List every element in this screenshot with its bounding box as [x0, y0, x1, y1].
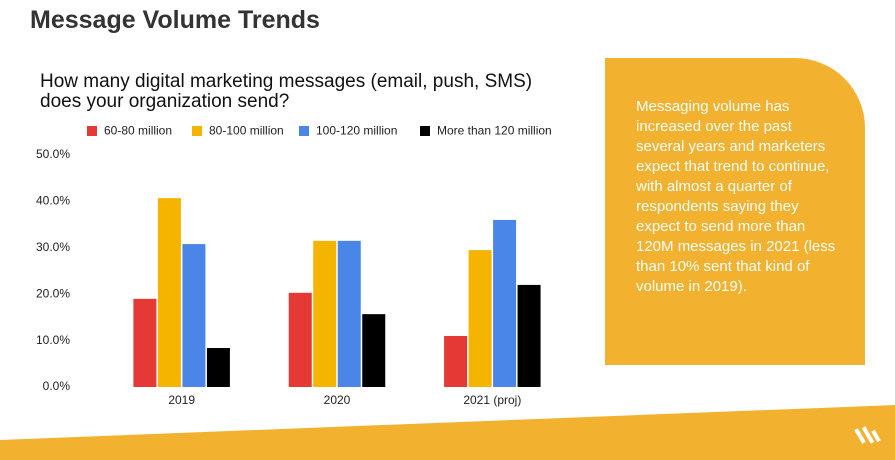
bar — [362, 314, 386, 387]
bar — [493, 219, 517, 387]
bar — [313, 240, 337, 387]
callout-text: Messaging volume has increased over the … — [636, 98, 836, 295]
logo — [854, 426, 881, 444]
bar — [157, 198, 181, 387]
legend-label: 60-80 million — [104, 124, 172, 138]
y-tick-label: 0.0% — [43, 379, 71, 393]
legend-swatch — [192, 126, 202, 136]
chart-title: How many digital marketing messages (ema… — [40, 71, 533, 112]
legend-swatch — [299, 126, 309, 136]
y-tick-label: 20.0% — [36, 286, 70, 300]
bar — [182, 244, 206, 387]
legend-swatch — [420, 126, 430, 136]
legend-label: More than 120 million — [437, 124, 552, 138]
page-title: Message Volume Trends — [30, 6, 320, 34]
legend-label: 80-100 million — [209, 124, 284, 138]
x-tick-label: 2021 (proj) — [463, 393, 521, 407]
callout-box — [605, 58, 865, 365]
bar — [517, 284, 541, 387]
bottom-stripe — [0, 405, 895, 460]
x-tick-label: 2020 — [324, 393, 351, 407]
y-tick-label: 10.0% — [36, 333, 70, 347]
bar — [468, 250, 492, 387]
bar — [206, 348, 230, 387]
y-tick-label: 40.0% — [36, 194, 70, 208]
legend-swatch — [87, 126, 97, 136]
bar — [133, 298, 157, 387]
y-tick-label: 50.0% — [36, 147, 70, 161]
y-tick-label: 30.0% — [36, 240, 70, 254]
bar — [288, 292, 312, 387]
legend-label: 100-120 million — [316, 124, 397, 138]
x-tick-label: 2019 — [168, 393, 195, 407]
bar — [444, 335, 468, 387]
bar — [337, 240, 361, 387]
